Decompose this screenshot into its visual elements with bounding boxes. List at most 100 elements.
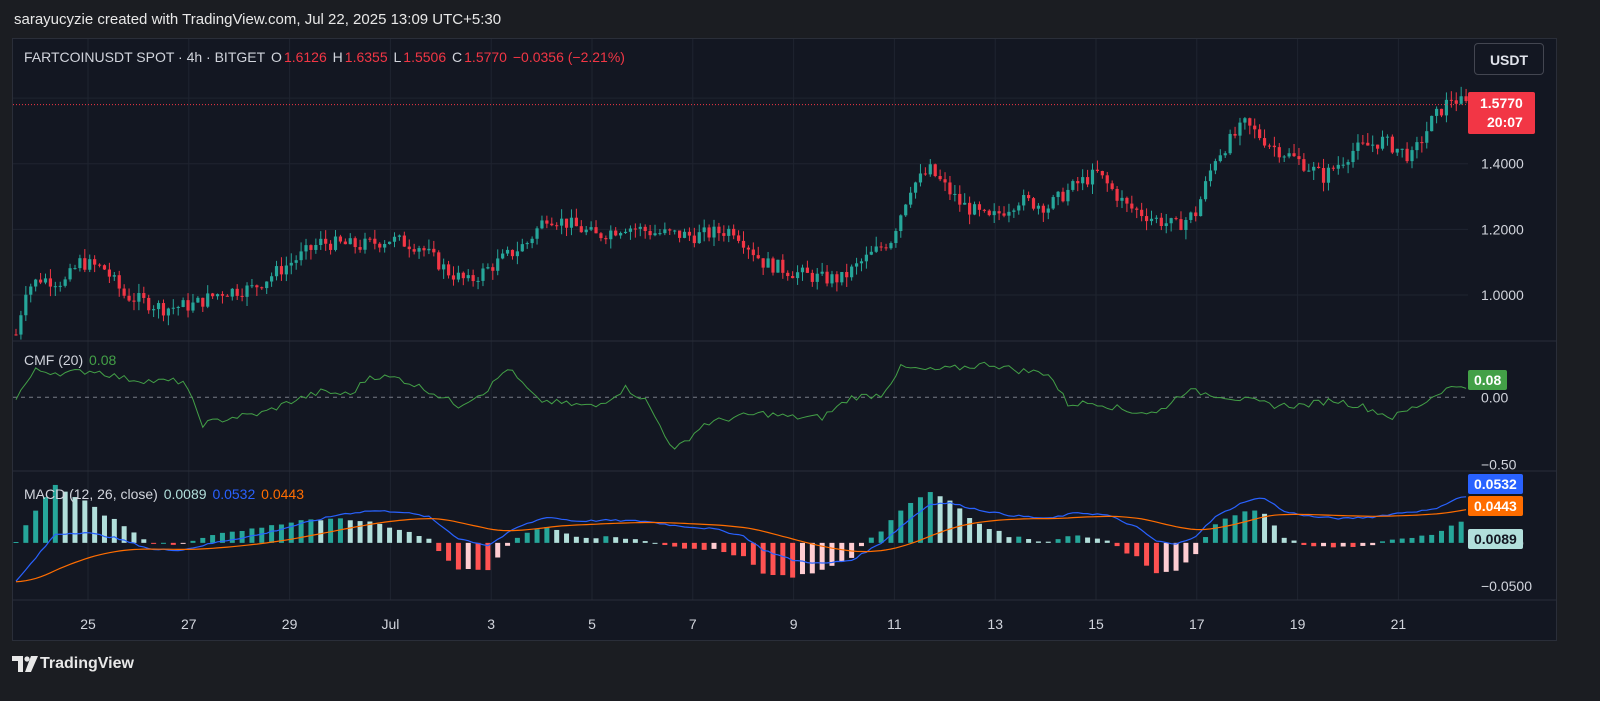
candle-bull <box>1203 181 1208 200</box>
candle-bull <box>1051 197 1055 209</box>
macd-hist-bar <box>82 500 88 543</box>
candle-bear <box>751 249 755 256</box>
high-label: H <box>332 49 343 65</box>
macd-hist-bar <box>1026 539 1032 543</box>
macd-hist-bar <box>111 518 117 543</box>
candle-bull <box>864 254 868 262</box>
candle-bull <box>383 244 387 248</box>
candle-bear <box>1194 212 1198 217</box>
candle-bull <box>176 306 180 308</box>
candle-bull <box>928 164 932 175</box>
candle-bear <box>1130 203 1134 209</box>
currency-button[interactable]: USDT <box>1474 43 1544 75</box>
candle-bear <box>1031 198 1036 209</box>
candle-bull <box>904 204 908 216</box>
candle-bull <box>569 217 574 228</box>
macd-hist-bar <box>1370 542 1376 546</box>
macd-hist-bar <box>564 533 570 543</box>
chart-container[interactable]: 1.60001.40001.20001.00000.00−0.500.0000−… <box>12 38 1557 641</box>
macd-hist-bar <box>1085 537 1091 543</box>
candle-bull <box>1213 161 1217 171</box>
candle-bull <box>530 238 534 244</box>
macd-hist-bar <box>170 542 176 545</box>
macd-hist-bar <box>416 536 422 543</box>
macd-hist-bar <box>996 530 1002 543</box>
candle-bull <box>270 276 274 282</box>
low-label: L <box>393 49 402 65</box>
macd-hist-bar <box>455 542 461 570</box>
macd-hist-bar <box>878 531 884 543</box>
chart-canvas[interactable]: 1.60001.40001.20001.00000.00−0.500.0000−… <box>13 39 1557 641</box>
cmf-legend[interactable]: CMF (20) 0.08 <box>24 352 118 368</box>
candle-bear <box>633 228 637 230</box>
macd-hist-bar <box>1183 542 1189 563</box>
candle-bear <box>938 176 942 180</box>
candle-bear <box>604 238 608 240</box>
candle-bear <box>220 294 225 296</box>
macd-hist-bar <box>976 523 982 543</box>
macd-legend[interactable]: MACD (12, 26, close) 0.0089 0.0532 0.044… <box>24 486 306 502</box>
macd-hist-bar <box>1104 540 1110 543</box>
candle-bear <box>958 193 962 205</box>
macd-hist-bar <box>819 542 825 570</box>
candle-bull <box>815 273 819 282</box>
candle-bull <box>466 275 470 279</box>
close-value: 1.5770 <box>464 49 507 65</box>
candle-bear <box>1144 216 1149 222</box>
open-value: 1.6126 <box>283 49 327 65</box>
candle-bull <box>289 262 293 266</box>
time-tick-label: 25 <box>80 616 96 632</box>
candle-bear <box>1292 153 1296 157</box>
candle-bull <box>1169 218 1173 224</box>
macd-hist-bar <box>1173 542 1179 571</box>
tradingview-brand: TradingView <box>40 655 134 672</box>
candle-bear <box>127 295 131 301</box>
candle-bear <box>579 226 583 233</box>
low-value: 1.5506 <box>403 49 447 65</box>
macd-hist-bar <box>200 537 206 543</box>
candle-bear <box>1272 145 1276 148</box>
candle-bull <box>299 251 303 261</box>
macd-hist-bar <box>1340 542 1346 547</box>
macd-hist-bar <box>210 535 216 543</box>
candle-bear <box>555 225 559 227</box>
candle-bull <box>250 285 254 287</box>
macd-hist-bar <box>760 542 766 574</box>
symbol-title[interactable]: FARTCOINUSDT SPOT · 4h · BITGET <box>24 49 266 65</box>
candle-bear <box>1253 125 1257 130</box>
candle-bull <box>274 266 279 277</box>
macd-hist-bar <box>160 542 166 544</box>
macd-hist-bar <box>219 532 225 543</box>
candle-bull <box>909 192 913 205</box>
candle-bear <box>368 238 372 240</box>
price-tick-label: 1.4000 <box>1481 156 1524 172</box>
candle-bull <box>1336 164 1340 169</box>
candle-bull <box>1351 150 1355 163</box>
candle-bull <box>1415 142 1419 151</box>
macd-hist-bar <box>288 522 294 543</box>
macd-hist-bar <box>534 529 540 543</box>
macd-hist-bar <box>868 537 874 543</box>
macd-hist-bar <box>544 527 550 543</box>
candle-bear <box>717 226 721 234</box>
candle-bull <box>486 267 490 269</box>
candle-bull <box>1243 118 1247 123</box>
candle-bear <box>1002 213 1006 216</box>
candle-bear <box>1297 156 1301 160</box>
macd-hist-bar <box>151 542 157 544</box>
candle-bull <box>78 258 82 269</box>
candle-bear <box>943 179 947 183</box>
candle-bear <box>1110 183 1114 189</box>
candle-bull <box>265 281 269 289</box>
cmf-badge: 0.08 <box>1468 370 1508 390</box>
candle-bull <box>24 294 28 316</box>
macd-hist-bar <box>514 537 520 543</box>
last-price-badge: 1.5770 20:07 <box>1468 92 1535 134</box>
candle-bear <box>692 235 696 244</box>
candle-bull <box>245 285 249 297</box>
candle-bull <box>795 272 800 279</box>
macd-hist-bar <box>426 538 432 543</box>
macd-hist-bar <box>1321 542 1327 547</box>
candle-bear <box>83 258 87 270</box>
candle-bull <box>992 211 996 216</box>
